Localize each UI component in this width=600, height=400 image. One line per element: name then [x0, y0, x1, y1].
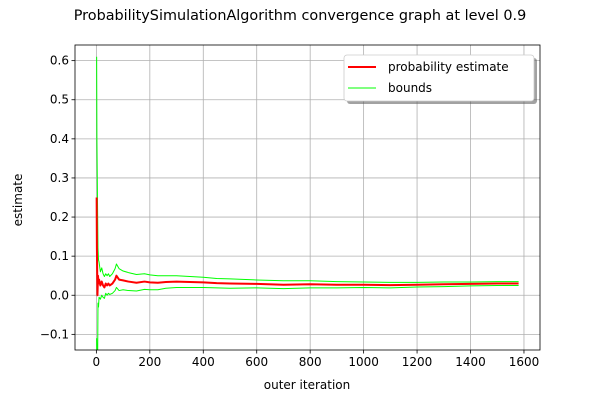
x-tick-label: 1000	[348, 355, 379, 369]
series-line-lower-bound	[96, 284, 519, 350]
legend-label-estimate: probability estimate	[388, 60, 509, 74]
series-layer	[95, 56, 519, 350]
y-tick-label: 0.1	[50, 249, 69, 263]
series-line-estimate	[95, 197, 519, 297]
y-tick-label: 0.4	[50, 132, 69, 146]
x-tick-label: 1200	[402, 355, 433, 369]
y-tick-label: 0.5	[50, 93, 69, 107]
ticks: 0 200 400 600 800 1000 1200 1400 1600 −0.1 0.0 0.1 0…	[40, 54, 539, 369]
x-tick-label: 0	[93, 355, 101, 369]
x-tick-label: 1600	[509, 355, 540, 369]
legend-box	[343, 54, 535, 102]
y-axis-label: estimate	[11, 174, 25, 227]
y-tick-label: 0.0	[50, 288, 69, 302]
x-tick-label: 200	[138, 355, 161, 369]
series-line-upper-bound	[96, 56, 519, 283]
x-tick-label: 400	[192, 355, 215, 369]
y-tick-label: 0.2	[50, 210, 69, 224]
x-tick-label: 600	[245, 355, 268, 369]
y-tick-label: 0.3	[50, 171, 69, 185]
legend: probability estimate bounds	[343, 54, 537, 104]
x-axis-label: outer iteration	[264, 378, 350, 392]
y-tick-label: 0.6	[50, 54, 69, 68]
chart-title: ProbabilitySimulationAlgorithm convergen…	[74, 8, 527, 24]
legend-label-bounds: bounds	[388, 81, 432, 95]
x-tick-label: 1400	[455, 355, 486, 369]
plot-frame	[74, 44, 541, 351]
x-tick-label: 800	[299, 355, 322, 369]
y-tick-label: −0.1	[40, 327, 69, 341]
